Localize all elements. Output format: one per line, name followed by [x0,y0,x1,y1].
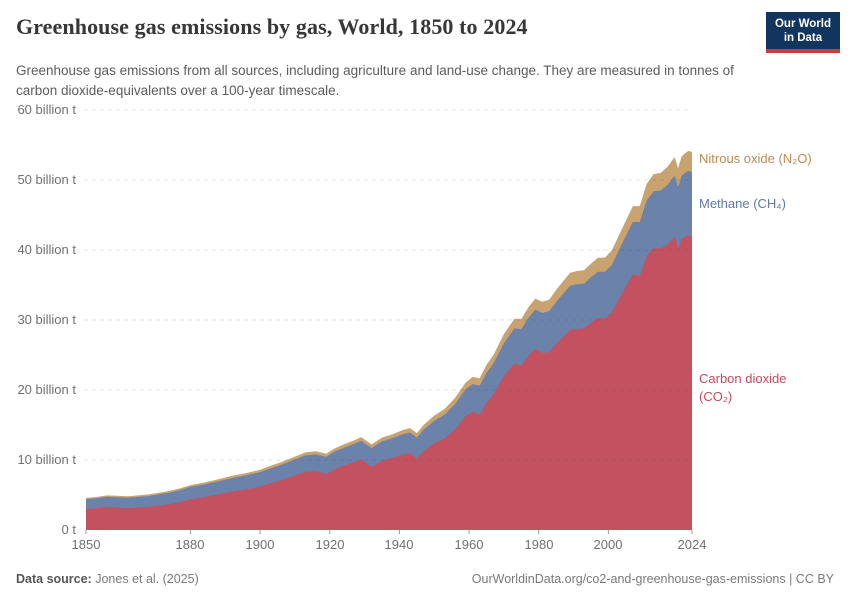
owid-logo: Our World in Data [765,12,840,54]
x-axis-tick-label: 2024 [677,537,707,552]
y-axis-tick-label: 20 billion t [17,382,76,397]
x-axis-tick-label: 2000 [593,537,623,552]
x-axis-tick-label: 1850 [71,537,101,552]
page-title: Greenhouse gas emissions by gas, World, … [16,14,528,39]
x-axis-tick-label: 1880 [175,537,205,552]
chart-footer: Data source: Jones et al. (2025) OurWorl… [16,572,834,586]
y-axis-tick-label: 60 billion t [17,102,76,117]
series-label-carbon-dioxide: Carbon dioxide (CO₂) [699,371,787,404]
data-source-label: Data source: [16,572,92,586]
y-axis-tick-label: 40 billion t [17,242,76,257]
owid-logo-line1: Our World [774,18,831,30]
chart-header: Greenhouse gas emissions by gas, World, … [16,12,840,102]
license-note: OurWorldinData.org/co2-and-greenhouse-ga… [471,572,834,586]
data-source-value: Jones et al. (2025) [95,572,199,586]
series-label-methane: Methane (CH₄) [699,196,786,211]
chart-subtitle: Greenhouse gas emissions from all source… [16,63,734,99]
x-axis-tick-label: 1920 [315,537,345,552]
y-axis-tick-label: 30 billion t [17,312,76,327]
x-axis-tick-label: 1940 [384,537,414,552]
data-source-note: Data source: Jones et al. (2025) [16,572,199,586]
y-axis-tick-label: 50 billion t [17,172,76,187]
series-label-nitrous-oxide: Nitrous oxide (N₂O) [699,151,812,166]
x-axis-tick-label: 1960 [454,537,484,552]
x-axis-tick-label: 1900 [245,537,275,552]
y-axis-tick-label: 10 billion t [17,452,76,467]
y-axis-tick-label: 0 t [61,522,76,537]
area-co2 [86,235,692,531]
x-axis-tick-label: 1980 [524,537,554,552]
owid-logo-line2: in Data [783,31,823,44]
